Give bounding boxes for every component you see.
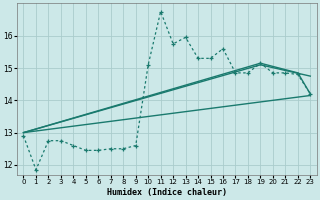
X-axis label: Humidex (Indice chaleur): Humidex (Indice chaleur) [107, 188, 227, 197]
